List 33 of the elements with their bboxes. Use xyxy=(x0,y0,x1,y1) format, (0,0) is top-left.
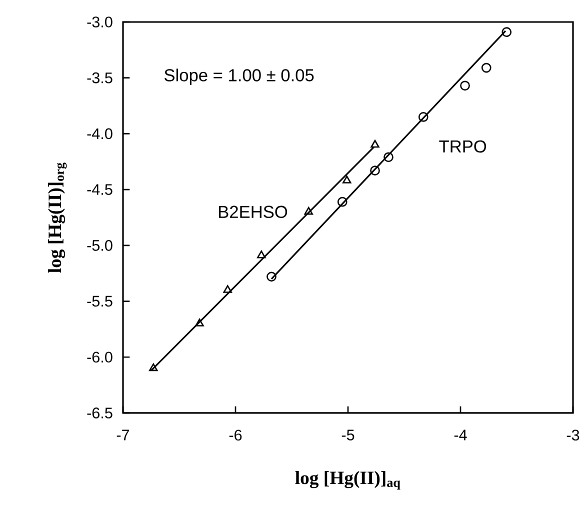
point xyxy=(418,112,428,122)
point xyxy=(460,80,470,91)
y-tick-label: -5.5 xyxy=(87,296,112,307)
y-tick-label: -3.0 xyxy=(87,16,112,28)
point xyxy=(149,363,158,372)
point xyxy=(502,27,512,37)
point xyxy=(304,206,313,215)
series-label: B2EHSO xyxy=(219,206,288,218)
x-tick-label: -7 xyxy=(116,430,130,440)
point xyxy=(481,62,492,73)
annotation: Slope = 1.00 ± 0.05 xyxy=(164,68,314,85)
x-axis-title: log [Hg(II)]$_{aq}$ xyxy=(295,471,400,490)
y-tick-label: -3.5 xyxy=(87,72,112,84)
point xyxy=(384,152,394,162)
x-tick-label: -4 xyxy=(454,430,467,440)
series-label: TRPO xyxy=(439,140,486,153)
y-axis-title: log [Hg(II)]$_{org}$ xyxy=(48,162,67,273)
x-tick-label: -5 xyxy=(342,430,354,440)
y-tick-label: -5.0 xyxy=(87,240,112,251)
x-tick-label: -6 xyxy=(229,430,242,441)
point xyxy=(223,285,232,293)
y-tick-label: -6.5 xyxy=(87,408,112,418)
point xyxy=(257,250,266,258)
x-tick-label: -3 xyxy=(566,430,580,441)
point xyxy=(337,196,348,207)
point xyxy=(370,166,380,176)
point xyxy=(195,318,204,326)
point xyxy=(266,272,276,282)
y-tick-label: -4.5 xyxy=(87,184,112,195)
y-tick-label: -6.0 xyxy=(87,352,112,363)
point xyxy=(370,140,380,148)
point xyxy=(342,176,352,184)
y-tick-label: -4.0 xyxy=(87,128,112,140)
